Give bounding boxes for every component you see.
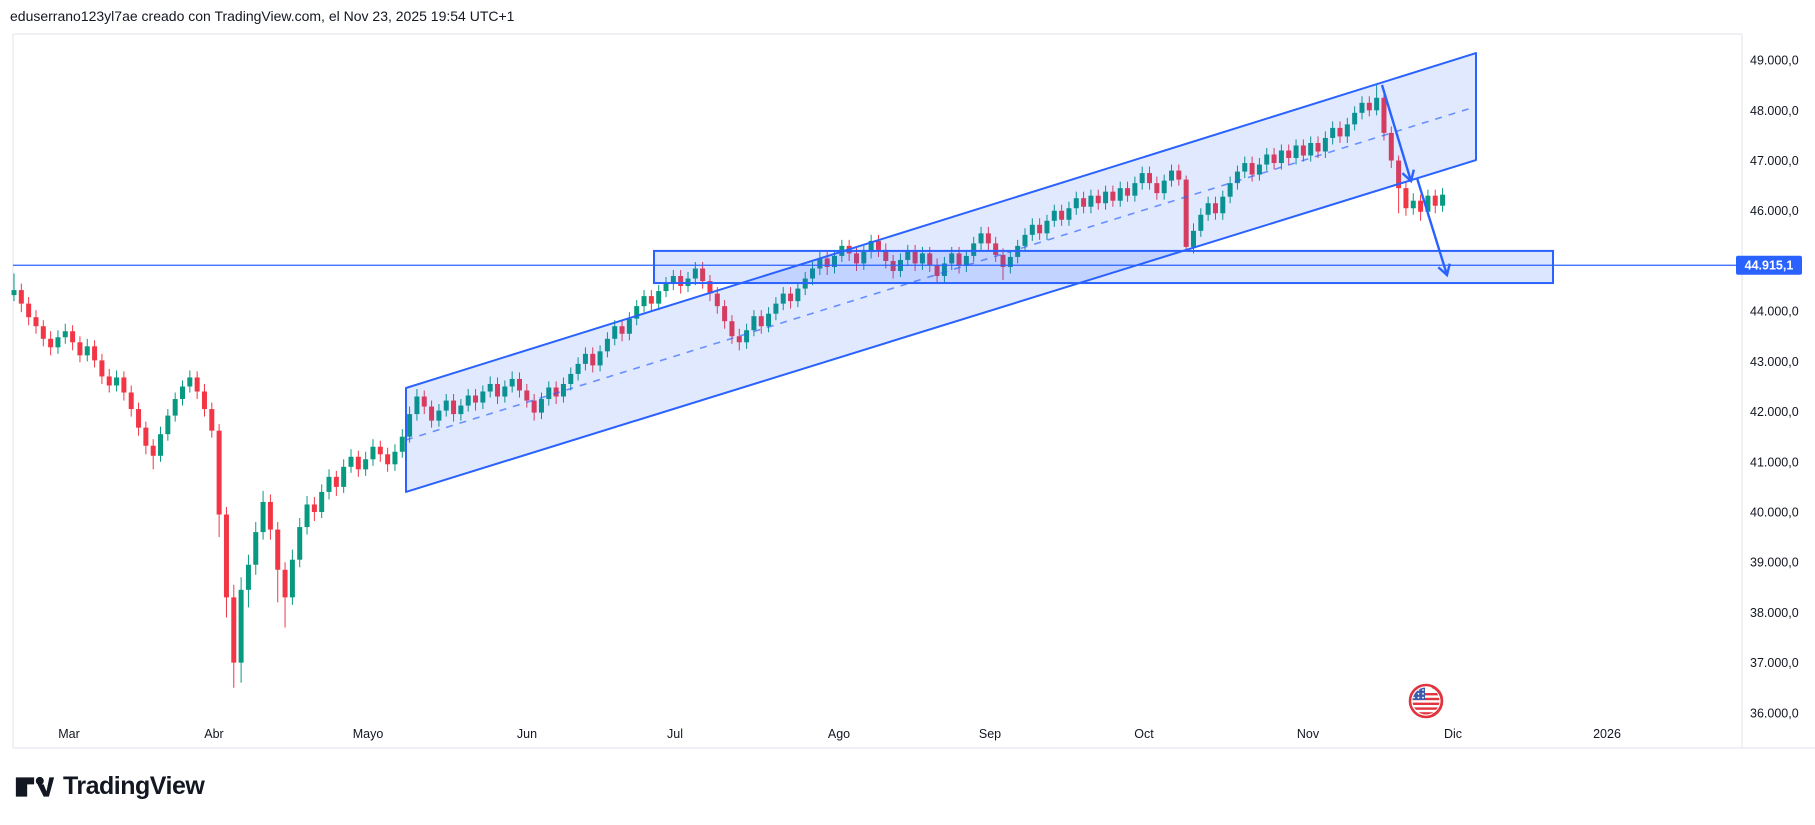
price-scale[interactable]: 49.000,048.000,047.000,046.000,045.000,0… (1750, 54, 1799, 721)
tradingview-logo-text: TradingView (63, 772, 205, 800)
y-axis-label: 48.000,0 (1750, 104, 1799, 118)
y-axis-label: 49.000,0 (1750, 54, 1799, 68)
x-axis-label: Sep (979, 727, 1001, 741)
x-axis-label: Nov (1297, 727, 1320, 741)
symbol-logo-watermark (1408, 683, 1444, 719)
parallel-channel-drawing[interactable] (405, 52, 1477, 493)
x-axis-label: Jun (517, 727, 537, 741)
price-chart[interactable]: 49.000,048.000,047.000,046.000,045.000,0… (0, 0, 1815, 760)
y-axis-label: 37.000,0 (1750, 656, 1799, 670)
x-axis-label: Oct (1134, 727, 1154, 741)
x-axis-label: 2026 (1593, 727, 1621, 741)
x-axis-label: Dic (1444, 727, 1462, 741)
x-axis-label: Abr (204, 727, 223, 741)
last-price-value: 44.915,1 (1745, 259, 1794, 273)
y-axis-label: 38.000,0 (1750, 606, 1799, 620)
y-axis-label: 42.000,0 (1750, 405, 1799, 419)
x-axis-label: Mar (58, 727, 80, 741)
x-axis-label: Mayo (353, 727, 384, 741)
x-axis-label: Ago (828, 727, 850, 741)
y-axis-label: 46.000,0 (1750, 204, 1799, 218)
tradingview-branding[interactable]: TradingView (15, 772, 205, 801)
time-scale[interactable]: Mar Abr Mayo Jun Jul Ago Sep Oct Nov Dic 2026 (58, 727, 1621, 741)
y-axis-label: 40.000,0 (1750, 506, 1799, 520)
rectangle-zone-drawing[interactable] (653, 249, 1554, 285)
chart-panel[interactable]: 49.000,048.000,047.000,046.000,045.000,0… (0, 0, 1815, 760)
plot-borders (12, 33, 1815, 749)
y-axis-label: 39.000,0 (1750, 556, 1799, 570)
y-axis-label: 43.000,0 (1750, 355, 1799, 369)
y-axis-label: 44.000,0 (1750, 305, 1799, 319)
x-axis-label: Jul (667, 727, 683, 741)
y-axis-label: 47.000,0 (1750, 154, 1799, 168)
arrow-drawings[interactable] (1380, 84, 1447, 275)
tradingview-logo-icon (15, 776, 55, 797)
last-price-label: 44.915,1 (1736, 255, 1802, 275)
chart-attribution-title: eduserrano123yl7ae creado con TradingVie… (10, 8, 515, 24)
y-axis-label: 36.000,0 (1750, 706, 1799, 720)
y-axis-label: 41.000,0 (1750, 455, 1799, 469)
